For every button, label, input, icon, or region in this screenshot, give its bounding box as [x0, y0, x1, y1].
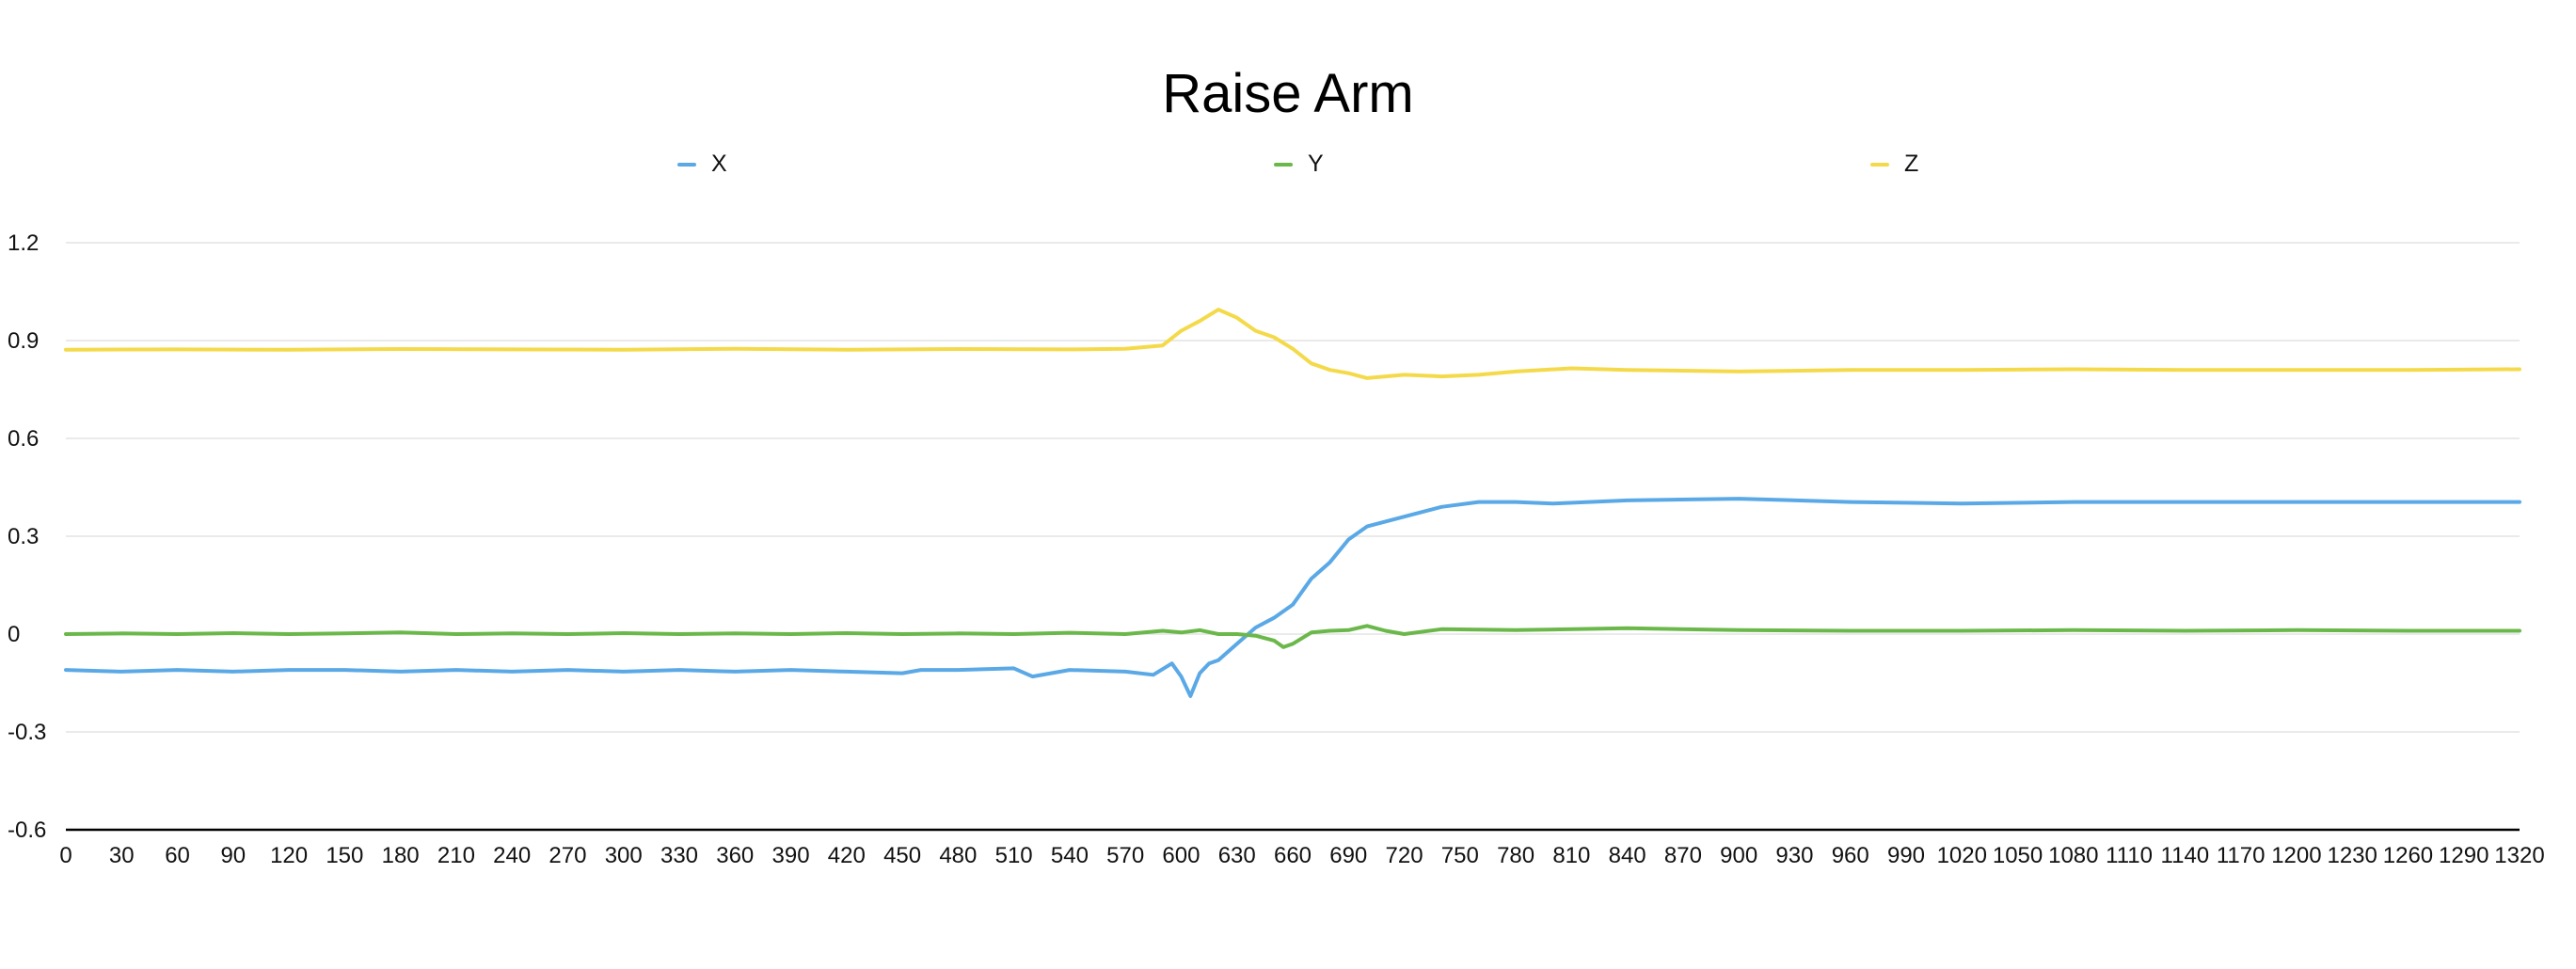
x-tick-label: 930	[1775, 843, 1813, 868]
x-tick-label: 540	[1051, 843, 1089, 868]
x-tick-label: 690	[1329, 843, 1367, 868]
chart-title: Raise Arm	[1162, 63, 1414, 124]
x-tick-label: 1050	[1993, 843, 2043, 868]
x-tick-label: 300	[605, 843, 643, 868]
y-tick-label: 0.3	[8, 524, 39, 549]
x-tick-label: 1320	[2494, 843, 2544, 868]
x-tick-label: 480	[939, 843, 977, 868]
x-tick-label: 1170	[2217, 843, 2266, 868]
legend: X Y Z	[0, 151, 2576, 188]
x-tick-label: 1290	[2439, 843, 2489, 868]
x-tick-label: 900	[1720, 843, 1757, 868]
y-axis-ticks: -0.6 -0.3 0 0.3 0.6 0.9 1.2	[8, 230, 46, 843]
x-tick-label: 1080	[2048, 843, 2098, 868]
y-tick-label: -0.6	[8, 818, 46, 843]
series-line-x	[64, 497, 2521, 698]
series-line-z	[64, 308, 2521, 380]
x-tick-label: 960	[1832, 843, 1869, 868]
x-tick-label: 870	[1664, 843, 1702, 868]
y-tick-label: -0.3	[8, 720, 46, 745]
x-tick-label: 30	[109, 843, 135, 868]
x-tick-label: 720	[1386, 843, 1423, 868]
x-tick-label: 180	[382, 843, 420, 868]
x-tick-label: 0	[59, 843, 72, 868]
x-tick-label: 1140	[2161, 843, 2210, 868]
x-tick-label: 150	[326, 843, 363, 868]
legend-swatch-x	[677, 162, 696, 167]
x-tick-label: 780	[1497, 843, 1534, 868]
x-tick-label: 240	[493, 843, 531, 868]
x-tick-label: 90	[220, 843, 246, 868]
x-tick-label: 630	[1218, 843, 1256, 868]
x-tick-label: 330	[660, 843, 698, 868]
x-tick-label: 210	[437, 843, 475, 868]
y-tick-label: 0.9	[8, 328, 39, 354]
legend-item-x: X	[677, 151, 727, 178]
x-tick-label: 1110	[2106, 843, 2153, 868]
x-tick-label: 450	[883, 843, 921, 868]
series-line-y	[64, 624, 2521, 649]
x-tick-label: 990	[1887, 843, 1925, 868]
y-tick-label: 0.6	[8, 426, 39, 452]
y-tick-label: 1.2	[8, 230, 39, 256]
x-tick-label: 120	[270, 843, 308, 868]
x-tick-label: 1200	[2271, 843, 2321, 868]
y-tick-label: 0	[8, 622, 20, 647]
x-tick-label: 60	[165, 843, 190, 868]
legend-swatch-z	[1870, 162, 1889, 167]
x-tick-label: 1020	[1937, 843, 1987, 868]
x-tick-label: 1260	[2383, 843, 2433, 868]
x-tick-label: 420	[828, 843, 866, 868]
x-axis-ticks: 0 30 60 90 120 150 180 210 240 270 300 330 360 390 420…	[59, 843, 2544, 868]
x-tick-label: 390	[772, 843, 810, 868]
legend-item-y: Y	[1274, 151, 1324, 178]
x-tick-label: 510	[995, 843, 1033, 868]
x-tick-label: 750	[1441, 843, 1479, 868]
legend-label-z: Z	[1904, 151, 1919, 177]
x-tick-label: 600	[1162, 843, 1200, 868]
x-tick-label: 1230	[2327, 843, 2377, 868]
x-tick-label: 810	[1552, 843, 1590, 868]
gridlines	[66, 242, 2520, 733]
x-tick-label: 570	[1106, 843, 1144, 868]
series-lines	[64, 308, 2521, 698]
x-tick-label: 270	[549, 843, 586, 868]
legend-label-y: Y	[1308, 151, 1324, 177]
x-tick-label: 660	[1274, 843, 1312, 868]
legend-item-z: Z	[1870, 151, 1918, 178]
x-tick-label: 360	[716, 843, 754, 868]
x-tick-label: 840	[1609, 843, 1646, 868]
legend-swatch-y	[1274, 162, 1293, 167]
legend-label-x: X	[711, 151, 727, 177]
